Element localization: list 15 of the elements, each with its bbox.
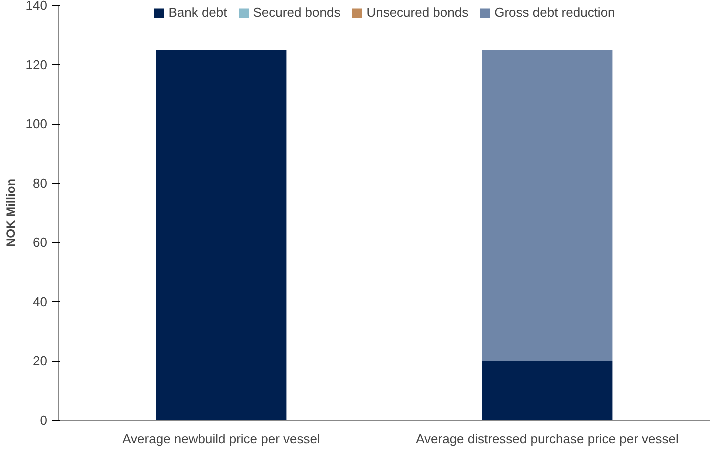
y-tick-label: 20 xyxy=(33,354,48,369)
legend-label: Unsecured bonds xyxy=(366,5,469,20)
y-axis-title: NOK Million xyxy=(4,178,18,247)
legend-label: Gross debt reduction xyxy=(494,5,616,20)
y-tick-label: 120 xyxy=(26,57,48,72)
y-tick-label: 100 xyxy=(26,116,48,132)
y-tick-label: 40 xyxy=(33,294,48,310)
y-tick-label: 0 xyxy=(40,413,48,428)
y-tick-label: 80 xyxy=(33,176,48,191)
x-tick-label: Average distressed purchase price per vessel xyxy=(416,432,680,446)
legend-label: Secured bonds xyxy=(253,5,341,20)
y-tick-label: 60 xyxy=(33,235,48,250)
legend-label: Bank debt xyxy=(168,5,228,20)
y-tick-label: 140 xyxy=(26,0,48,13)
x-tick-label: Average newbuild price per vessel xyxy=(122,432,320,446)
